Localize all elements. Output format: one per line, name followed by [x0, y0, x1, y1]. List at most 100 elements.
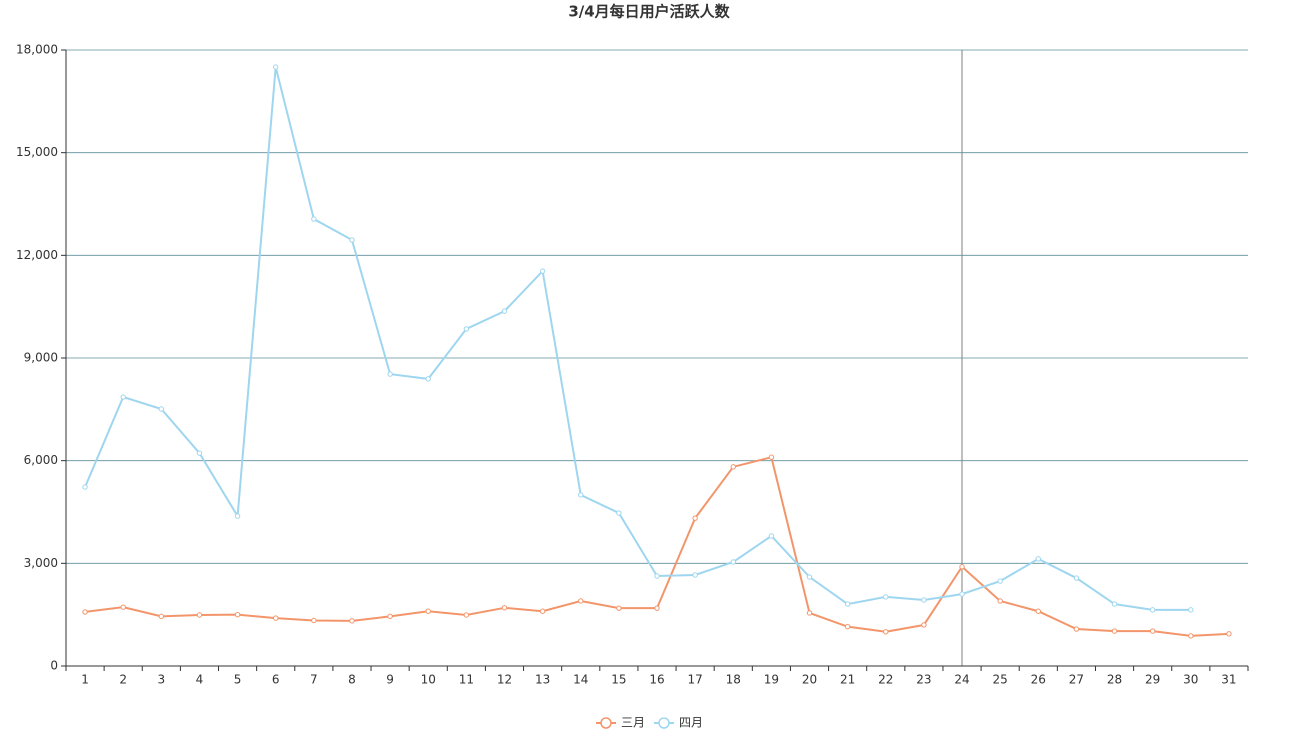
data-point — [1111, 628, 1118, 634]
data-point — [844, 601, 851, 607]
x-tick-label: 4 — [196, 673, 204, 687]
x-tick-label: 11 — [459, 673, 474, 687]
x-tick-label: 1 — [81, 673, 89, 687]
x-tick-label: 24 — [954, 673, 969, 687]
data-point — [120, 604, 126, 610]
x-tick-label: 23 — [916, 673, 931, 687]
x-tick-label: 31 — [1221, 673, 1236, 687]
x-tick-label: 21 — [840, 673, 855, 687]
data-point — [120, 394, 126, 400]
data-point — [1111, 601, 1118, 607]
data-point — [158, 406, 165, 412]
data-point — [616, 510, 622, 516]
data-point — [311, 617, 317, 624]
x-tick-label: 22 — [878, 673, 893, 687]
x-tick-label: 13 — [535, 673, 550, 687]
data-point — [692, 572, 698, 578]
data-point — [1035, 608, 1041, 614]
data-point — [463, 612, 470, 618]
x-tick-label: 29 — [1145, 673, 1160, 687]
x-tick-label: 25 — [993, 673, 1008, 687]
data-point — [501, 605, 508, 611]
x-tick-label: 7 — [310, 673, 318, 687]
data-point — [501, 308, 508, 314]
data-point — [463, 326, 470, 332]
x-tick-label: 16 — [649, 673, 664, 687]
data-point — [959, 564, 965, 570]
x-tick-label: 6 — [272, 673, 280, 687]
y-tick-label: 18,000 — [16, 43, 58, 57]
x-tick-label: 17 — [687, 673, 702, 687]
x-tick-label: 30 — [1183, 673, 1198, 687]
data-point — [959, 591, 965, 597]
legend-marker — [658, 717, 670, 729]
data-point — [806, 574, 813, 580]
y-tick-label: 0 — [50, 659, 58, 673]
x-tick-label: 18 — [726, 673, 741, 687]
data-point — [997, 598, 1003, 604]
data-point — [616, 605, 622, 611]
data-point — [273, 615, 279, 621]
data-point — [578, 492, 584, 498]
data-point — [82, 484, 88, 490]
data-point — [883, 594, 889, 600]
data-point — [768, 533, 775, 539]
x-tick-label: 3 — [158, 673, 166, 687]
data-point — [387, 613, 393, 620]
data-point — [311, 216, 317, 222]
data-point — [654, 573, 660, 579]
chart-title: 3/4月每日用户活跃人数 — [568, 3, 730, 21]
x-tick-label: 9 — [386, 673, 394, 687]
data-point — [82, 609, 88, 615]
data-point — [730, 464, 736, 470]
legend-label: 四月 — [679, 716, 703, 730]
data-point — [806, 610, 813, 616]
data-point — [1073, 626, 1080, 632]
y-tick-label: 15,000 — [16, 145, 58, 159]
x-tick-label: 15 — [611, 673, 626, 687]
data-point — [425, 608, 431, 614]
y-tick-label: 12,000 — [16, 248, 58, 262]
y-tick-label: 6,000 — [24, 453, 58, 467]
data-point — [234, 513, 241, 519]
data-point — [921, 622, 927, 628]
data-point — [921, 597, 927, 603]
data-point — [768, 454, 775, 460]
data-point — [158, 613, 165, 620]
data-point — [1188, 633, 1194, 639]
data-point — [539, 608, 546, 614]
data-point — [844, 623, 851, 630]
data-point — [1188, 607, 1194, 613]
data-point — [1073, 575, 1080, 581]
x-tick-label: 28 — [1107, 673, 1122, 687]
data-point — [539, 268, 546, 274]
x-tick-label: 20 — [802, 673, 817, 687]
x-tick-label: 19 — [764, 673, 779, 687]
data-point — [387, 371, 393, 377]
x-tick-label: 2 — [119, 673, 127, 687]
data-point — [273, 64, 279, 70]
x-tick-label: 10 — [421, 673, 436, 687]
x-tick-label: 14 — [573, 673, 588, 687]
data-point — [883, 629, 889, 635]
x-tick-label: 8 — [348, 673, 356, 687]
data-point — [654, 605, 660, 611]
data-point — [997, 578, 1003, 584]
data-point — [1149, 607, 1156, 613]
data-point — [425, 376, 431, 382]
data-point — [730, 559, 736, 565]
data-point — [196, 612, 203, 618]
data-point — [349, 237, 355, 243]
legend-label: 三月 — [621, 716, 645, 730]
data-point — [692, 515, 698, 521]
series-line — [84, 66, 1191, 611]
legend-marker — [600, 717, 612, 729]
data-point — [196, 450, 203, 456]
x-tick-label: 5 — [234, 673, 242, 687]
data-point — [578, 598, 584, 604]
x-tick-label: 27 — [1069, 673, 1084, 687]
data-point — [1226, 631, 1232, 637]
x-tick-label: 26 — [1031, 673, 1046, 687]
x-tick-label: 12 — [497, 673, 512, 687]
